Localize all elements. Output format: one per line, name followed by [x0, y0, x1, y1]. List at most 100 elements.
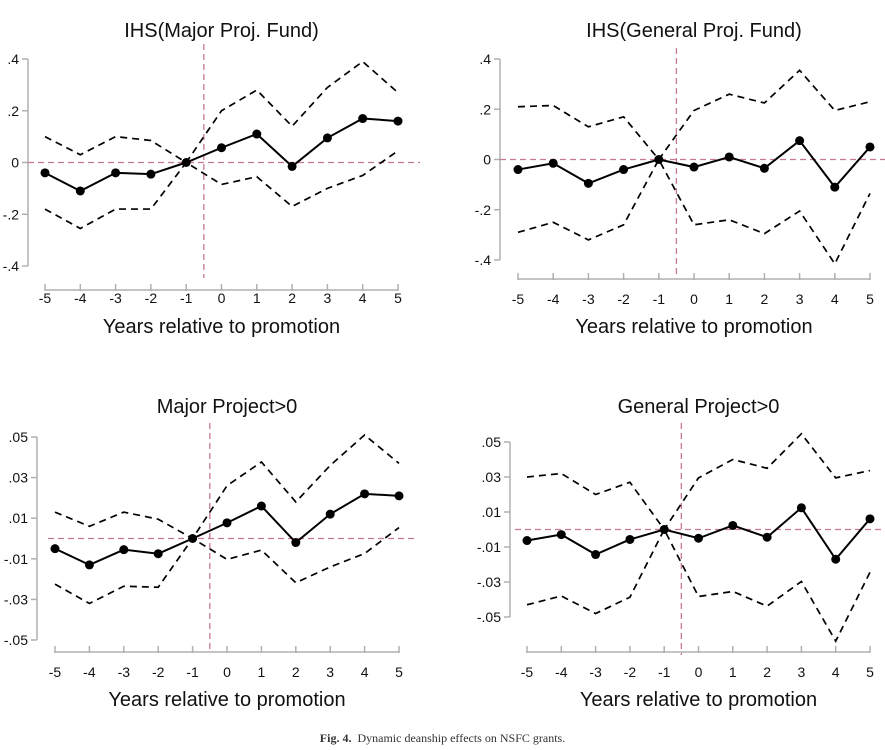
chart-title: Major Project>0 [157, 396, 298, 418]
estimate-point [724, 152, 734, 162]
x-tick-label: 0 [690, 291, 698, 307]
estimate-point [50, 544, 60, 554]
estimate-point [153, 549, 163, 559]
x-tick-label: -1 [658, 664, 671, 680]
chart-title: IHS(General Proj. Fund) [586, 20, 802, 42]
x-tick-label: 5 [395, 664, 403, 680]
chart-panel-2: IHS(General Proj. Fund) Years relative to… [475, 20, 885, 338]
estimate-point [556, 530, 566, 540]
estimate-point [591, 550, 601, 560]
estimate-point [322, 133, 332, 143]
y-tick-label: -.05 [477, 609, 501, 625]
y-tick-label: .05 [482, 434, 502, 450]
estimate-point [795, 136, 805, 146]
estimate-point [548, 158, 558, 168]
estimate-point [252, 129, 262, 139]
x-tick-label: 2 [761, 291, 769, 307]
estimate-point [84, 560, 94, 570]
chart-panel-4: General Project>0 Years relative to promo… [477, 396, 885, 711]
x-tick-label: 4 [832, 664, 840, 680]
y-tick-label: .01 [482, 504, 502, 520]
estimate-point [222, 518, 232, 528]
y-tick-label: .2 [479, 101, 491, 117]
estimate-point [513, 165, 523, 175]
x-tick-label: -1 [180, 290, 193, 306]
upper-ci-line [517, 69, 871, 161]
estimate-point [830, 182, 840, 192]
x-tick-label: -4 [547, 291, 560, 307]
estimate-point [865, 142, 875, 152]
y-tick-label: .2 [7, 103, 19, 119]
x-tick-label: 3 [326, 664, 334, 680]
x-tick-label: -1 [653, 291, 666, 307]
y-tick-label: -.2 [475, 202, 492, 218]
y-tick-label: 0 [483, 152, 491, 168]
x-tick-label: 2 [763, 664, 771, 680]
x-tick-label: 1 [725, 291, 733, 307]
x-tick-label: -4 [74, 290, 87, 306]
x-axis-label: Years relative to promotion [580, 689, 817, 711]
estimate-point [287, 161, 297, 171]
x-tick-label: -5 [49, 664, 62, 680]
chart-title: IHS(Major Proj. Fund) [124, 20, 319, 42]
estimate-point [689, 162, 699, 172]
estimate-point [796, 503, 806, 513]
estimate-point [694, 533, 703, 543]
chart-panel-1: IHS(Major Proj. Fund) Years relative to p… [3, 20, 420, 338]
estimate-line [526, 506, 871, 561]
upper-ci-line [54, 433, 400, 540]
upper-ci-line [44, 60, 399, 164]
x-tick-label: -5 [39, 290, 52, 306]
estimate-point [393, 116, 403, 126]
y-tick-label: .4 [7, 51, 19, 67]
lower-ci-line [517, 157, 871, 266]
x-tick-label: 1 [729, 664, 737, 680]
estimate-point [75, 186, 85, 196]
x-tick-label: 4 [359, 290, 367, 306]
x-tick-label: 0 [218, 290, 226, 306]
x-tick-label: 3 [324, 290, 332, 306]
x-tick-label: -3 [582, 291, 595, 307]
y-tick-label: 0 [11, 155, 19, 171]
figure-caption: Fig. 4. Dynamic deanship effects on NSFC… [0, 731, 885, 746]
lower-ci-line [44, 150, 399, 230]
x-tick-label: -3 [118, 664, 131, 680]
estimate-point [728, 520, 738, 530]
x-tick-label: 5 [866, 664, 874, 680]
y-tick-label: .4 [479, 51, 491, 67]
x-tick-label: 0 [695, 664, 703, 680]
estimate-point [762, 532, 772, 542]
x-tick-label: 5 [394, 290, 402, 306]
estimate-point [759, 163, 769, 173]
caption-label: Fig. 4. [319, 731, 352, 745]
lower-ci-line [526, 527, 871, 643]
estimate-line [44, 117, 399, 193]
x-axis-label: Years relative to promotion [103, 316, 340, 338]
x-tick-label: 5 [866, 291, 874, 307]
x-tick-label: -2 [152, 664, 165, 680]
estimate-point [146, 169, 156, 179]
estimate-point [583, 178, 593, 188]
estimate-point [394, 491, 404, 501]
x-tick-label: -5 [521, 664, 534, 680]
x-tick-label: -5 [512, 291, 525, 307]
estimate-point [119, 545, 129, 555]
x-tick-label: 2 [288, 290, 296, 306]
x-tick-label: -4 [83, 664, 96, 680]
y-tick-label: .03 [482, 469, 502, 485]
y-tick-label: .05 [9, 429, 29, 445]
estimate-point [111, 168, 121, 178]
y-tick-label: -.03 [477, 574, 501, 590]
estimate-point [831, 554, 841, 564]
x-tick-label: -3 [109, 290, 122, 306]
upper-ci-line [526, 432, 871, 531]
x-tick-label: 1 [253, 290, 261, 306]
y-tick-label: -.4 [475, 252, 492, 268]
estimate-point [256, 501, 266, 511]
estimate-point [217, 143, 226, 153]
estimate-point [865, 514, 875, 524]
estimate-point [358, 114, 368, 124]
lower-ci-line [54, 526, 400, 605]
x-tick-label: -2 [624, 664, 637, 680]
